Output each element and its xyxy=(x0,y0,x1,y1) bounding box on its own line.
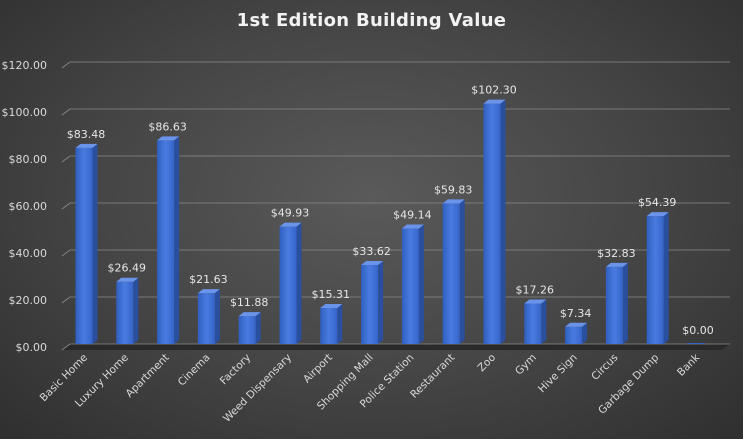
bar xyxy=(157,140,175,344)
bar xyxy=(116,281,134,344)
bar-top xyxy=(646,212,669,217)
gridline-depth xyxy=(61,108,71,116)
bar-top xyxy=(565,322,588,327)
category-label: Gym xyxy=(513,352,539,378)
bar-side xyxy=(214,289,220,344)
category-label: Cinema xyxy=(176,352,213,389)
bar xyxy=(401,228,419,344)
bar-side xyxy=(418,224,424,344)
y-tick-label: $120.00 xyxy=(2,59,48,72)
data-label: $59.83 xyxy=(434,183,473,196)
bar-side xyxy=(500,99,506,344)
bar-top xyxy=(116,277,139,282)
bar xyxy=(75,147,93,344)
bar-top xyxy=(442,199,465,204)
category-label: Circus xyxy=(589,352,620,383)
bar-side xyxy=(459,199,465,344)
gridline-depth xyxy=(61,249,71,257)
bar xyxy=(483,103,501,344)
category-label: Zoo xyxy=(475,352,498,375)
gridline-depth xyxy=(61,296,71,304)
y-tick-label: $20.00 xyxy=(9,294,48,307)
bar xyxy=(605,266,623,344)
bar-top xyxy=(320,304,343,309)
bar-side xyxy=(133,277,139,344)
data-label: $32.83 xyxy=(597,247,636,260)
data-label: $26.49 xyxy=(108,262,147,275)
data-label: $11.88 xyxy=(230,296,269,309)
bar-top xyxy=(197,289,220,294)
bar-side xyxy=(92,143,98,344)
data-label: $86.63 xyxy=(148,120,187,133)
bar xyxy=(687,343,705,344)
bar-side xyxy=(663,212,669,344)
bar-top xyxy=(401,224,424,229)
gridline-depth xyxy=(61,61,71,69)
data-label: $33.62 xyxy=(352,245,391,258)
bar-side xyxy=(337,304,343,344)
category-label: Weed Dispensary xyxy=(221,352,294,425)
category-label: Apartment xyxy=(124,352,172,400)
bar xyxy=(279,226,297,344)
data-label: $49.14 xyxy=(393,209,432,222)
bar-top xyxy=(157,136,180,141)
bar-side xyxy=(622,262,628,344)
category-label: Hive Sign xyxy=(536,352,580,396)
bar-side xyxy=(582,322,588,344)
bar-side xyxy=(378,260,384,344)
data-label: $7.34 xyxy=(560,307,592,320)
data-label: $17.26 xyxy=(516,283,555,296)
y-tick-label: $80.00 xyxy=(9,153,48,166)
data-label: $83.48 xyxy=(67,128,106,141)
bar xyxy=(524,303,542,344)
data-label: $21.63 xyxy=(189,273,228,286)
data-label: $54.39 xyxy=(638,196,677,209)
bar-top xyxy=(75,143,98,148)
y-tick-label: $40.00 xyxy=(9,247,48,260)
category-label: Airport xyxy=(301,352,335,386)
bar-top xyxy=(483,99,506,104)
bar-top xyxy=(361,260,384,265)
bar xyxy=(565,326,583,344)
chart-title: 1st Edition Building Value xyxy=(236,10,507,31)
bar-side xyxy=(296,222,302,344)
category-label: Bank xyxy=(675,351,703,379)
y-tick-label: $60.00 xyxy=(9,200,48,213)
chart-floor xyxy=(62,344,730,350)
data-label: $15.31 xyxy=(312,288,351,301)
bar xyxy=(361,264,379,344)
bar xyxy=(238,316,256,344)
category-label: Restaurant xyxy=(408,352,457,401)
bar xyxy=(197,293,215,344)
data-label: $49.93 xyxy=(271,207,310,220)
bar-side xyxy=(541,299,547,344)
bar-top xyxy=(605,262,628,267)
gridline-depth xyxy=(61,155,71,163)
bar-top xyxy=(524,299,547,304)
gridline-depth xyxy=(61,343,71,351)
data-label: $0.00 xyxy=(682,324,714,337)
bar xyxy=(320,308,338,344)
gridline-depth xyxy=(61,202,71,210)
data-label: $102.30 xyxy=(471,84,517,97)
bar xyxy=(646,216,664,344)
category-label: Factory xyxy=(218,352,254,388)
bar-side xyxy=(255,312,261,344)
bar-side xyxy=(174,136,180,344)
y-tick-label: $0.00 xyxy=(16,341,48,354)
y-tick-label: $100.00 xyxy=(2,106,48,119)
bar xyxy=(442,203,460,344)
bar-top xyxy=(238,312,261,317)
bar-top xyxy=(279,222,302,227)
